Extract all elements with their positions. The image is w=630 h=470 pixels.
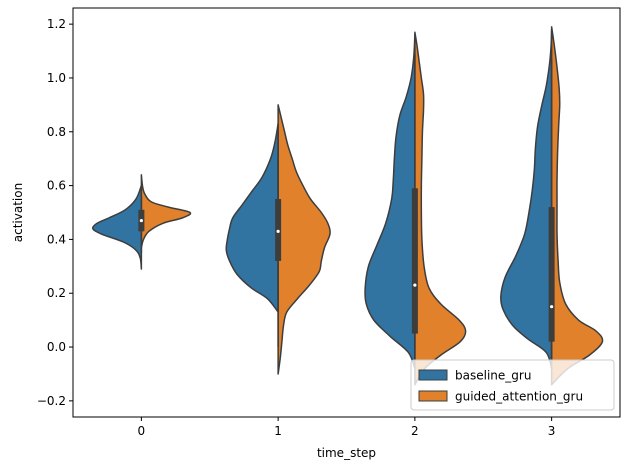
box-median-step-3 — [550, 305, 554, 309]
y-tick-label: 0.4 — [47, 232, 66, 246]
legend-label-guided_attention_gru: guided_attention_gru — [455, 390, 583, 404]
legend-box — [410, 359, 615, 411]
violin-baseline_gru-step-2 — [364, 34, 416, 370]
violin-layer — [91, 26, 604, 386]
y-tick-label: 0.6 — [47, 179, 66, 193]
y-tick-label: 1.2 — [47, 17, 66, 31]
violin-guided_attention_gru-step-2 — [414, 31, 467, 386]
tick-layer: −0.2 0.0 0.2 0.4 0.6 0.8 1.0 1.2 0 1 2 3 — [37, 17, 556, 438]
y-tick-label: 0.0 — [47, 340, 66, 354]
violin-baseline_gru-step-3 — [500, 28, 553, 370]
box-iqr-step-2 — [411, 188, 418, 334]
legend-swatch-baseline_gru — [418, 369, 448, 381]
y-tick-label: 0.8 — [47, 125, 66, 139]
box-median-step-0 — [139, 218, 143, 223]
plot-frame — [72, 7, 621, 418]
legend-swatch-guided_attention_gru — [418, 390, 448, 402]
violin-guided_attention_gru-step-3 — [550, 26, 604, 386]
axes — [72, 7, 621, 418]
y-tick-label: 1.0 — [47, 71, 66, 85]
box-layer — [138, 53, 555, 369]
box-median-step-2 — [413, 283, 417, 287]
legend: baseline_gru guided_attention_gru — [410, 359, 615, 411]
y-axis-label: activation — [11, 183, 25, 242]
x-tick-label: 0 — [138, 424, 146, 438]
legend-label-baseline_gru: baseline_gru — [455, 369, 531, 383]
x-tick-label: 1 — [274, 424, 282, 438]
violin-guided_attention_gru-step-1 — [277, 104, 331, 375]
violin-baseline_gru-step-1 — [225, 122, 279, 313]
box-iqr-step-3 — [548, 207, 555, 342]
violin-guided_attention_gru-step-0 — [140, 174, 192, 249]
y-tick-label: 0.2 — [47, 286, 66, 300]
box-median-step-1 — [276, 229, 280, 233]
x-tick-label: 2 — [411, 424, 419, 438]
y-tick-label: −0.2 — [37, 394, 66, 408]
violin-baseline_gru-step-0 — [91, 184, 143, 270]
x-tick-label: 3 — [548, 424, 556, 438]
x-axis-label: time_step — [317, 446, 376, 460]
